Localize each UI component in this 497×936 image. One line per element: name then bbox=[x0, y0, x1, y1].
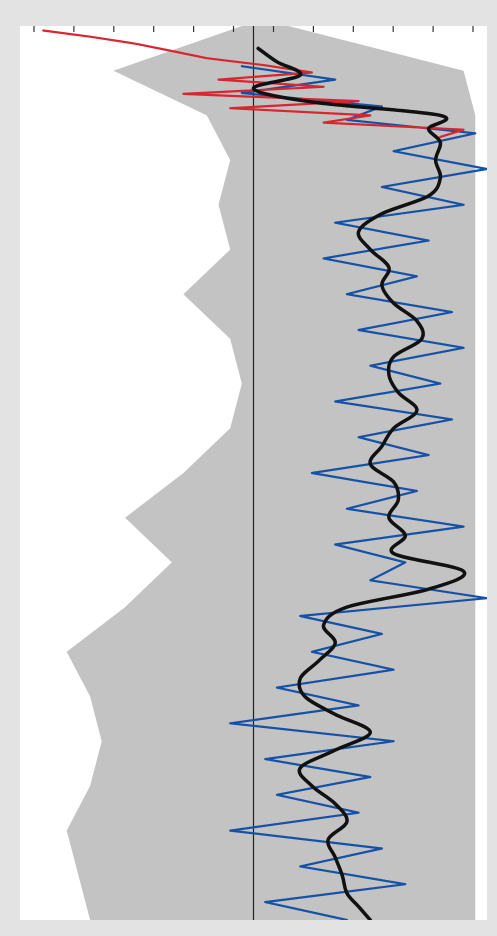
main-series-line bbox=[229, 65, 487, 920]
smooth-layer bbox=[251, 46, 467, 920]
envelope-area bbox=[66, 26, 476, 920]
tick-layer bbox=[33, 26, 474, 32]
smooth-curve bbox=[251, 46, 467, 920]
plot-area bbox=[20, 26, 487, 920]
chart-svg bbox=[33, 26, 487, 920]
envelope-layer bbox=[66, 26, 476, 920]
